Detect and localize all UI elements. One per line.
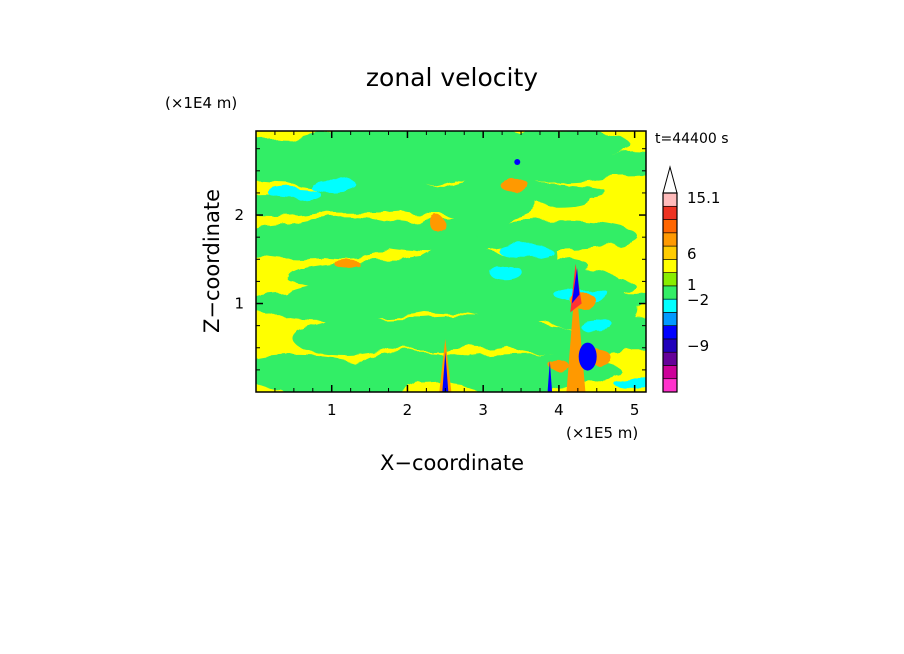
colorbar [662,165,678,393]
blue-core [578,342,597,371]
green-patch [521,257,588,274]
heatmap-field [256,131,646,392]
y-tick-label-0: 1 [234,295,244,313]
green-patch [374,219,419,241]
colorbar-swatch-0 [662,378,678,393]
cyan-patch [613,377,646,389]
green-patch [528,162,646,176]
green-patch [476,220,637,249]
orange-patch [499,177,528,191]
colorbar-swatch-12 [662,219,678,234]
y-unit-label: (×1E4 m) [165,94,237,112]
y-axis: 12 [234,148,646,371]
plume-blue [571,268,580,304]
cyan-patch [307,177,356,192]
x-tick-label-1: 2 [403,401,413,419]
colorbar-swatch-1 [662,365,678,380]
green-patch [256,194,331,217]
y-tick-label-1: 2 [234,206,244,224]
cyan-patch [497,243,552,258]
colorbar-label-0: 15.1 [687,189,720,207]
colorbar-label-4: −9 [687,337,709,355]
colorbar-label-2: 1 [687,276,697,294]
orange-patch [430,215,445,233]
green-patch [437,176,554,210]
field-bands [256,131,646,392]
green-patch [265,362,370,384]
colorbar-frame [662,192,678,393]
time-label: t=44400 s [655,131,729,147]
x-unit-label: (×1E5 m) [566,424,638,442]
plume-blue [442,352,449,392]
y-axis-title: Z−coordinate [200,189,224,333]
x-tick-label-2: 3 [478,401,488,419]
orange-patch [548,360,569,371]
x-tick-label-4: 5 [630,401,640,419]
green-patch [416,247,513,287]
green-patch [511,132,633,161]
green-patch [467,314,540,346]
x-axis: 1 2 3 4 5 [274,131,640,419]
x-axis-title: X−coordinate [380,451,524,475]
colorbar-swatch-8 [662,272,678,287]
green-patch [296,232,392,259]
colorbar-swatch-13 [662,205,678,220]
plume-blue [547,361,553,392]
x-tick-label-0: 1 [327,401,337,419]
colorbar-label-1: 6 [687,245,697,263]
colorbar-swatch-10 [662,245,678,260]
green-patch [256,293,338,317]
cyan-patch [268,186,320,200]
chart-title: zonal velocity [366,63,538,92]
colorbar-swatch-11 [662,232,678,247]
cyan-patch [489,264,523,281]
orange-patch [334,259,360,268]
colorbar-swatch-4 [662,325,678,340]
colorbar-swatch-7 [662,285,678,300]
colorbar-arrow [662,165,678,194]
green-patch [292,320,397,356]
colorbar-swatch-3 [662,338,678,353]
x-tick-label-3: 4 [554,401,564,419]
green-patch [359,350,480,383]
plot-frame [255,130,647,393]
colorbar-swatch-5 [662,312,678,326]
field-features [439,158,597,392]
colorbar-swatch-9 [662,259,678,273]
colorbar-label-3: −2 [687,291,709,309]
colorbar-swatch-top [662,192,678,207]
colorbar-swatch-2 [662,351,678,366]
blue-dot [514,158,521,165]
cyan-patch [579,320,615,332]
colorbar-swatch-6 [662,298,678,313]
green-patch [342,132,419,159]
colorbar-labels: 15.1 6 1−2 −9 [687,189,720,355]
